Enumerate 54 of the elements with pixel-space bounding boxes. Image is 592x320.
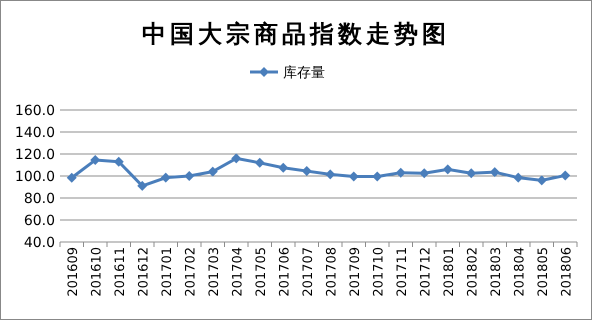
x-tick-label: 201705 (254, 247, 269, 297)
point (372, 172, 382, 182)
point (466, 168, 476, 178)
x-tick-label: 201701 (160, 247, 175, 297)
x-tick-label: 201710 (371, 247, 386, 297)
x-tick-label: 201708 (324, 247, 340, 297)
point (560, 170, 570, 180)
point (302, 166, 312, 176)
y-tick-label: 120.0 (14, 147, 55, 163)
x-tick-label: 201706 (277, 247, 292, 297)
x-tick-label: 201610 (89, 247, 104, 297)
point (490, 167, 500, 178)
x-tick-label: 201712 (418, 247, 434, 297)
legend-label: 库存量 (283, 65, 325, 81)
point (66, 172, 77, 183)
x-tick-label: 201802 (465, 247, 480, 297)
point (231, 153, 242, 164)
legend: 库存量 (250, 65, 325, 81)
point (208, 166, 218, 177)
y-tick-label: 80.0 (24, 191, 55, 207)
point (325, 169, 336, 180)
x-tick-label: 201711 (394, 247, 410, 297)
point (396, 168, 406, 178)
x-tick-label: 201702 (183, 247, 198, 297)
x-tick-label: 201805 (536, 247, 551, 297)
x-tick-label: 201709 (348, 247, 363, 297)
point (160, 172, 171, 183)
x-tick-label: 201803 (488, 247, 504, 297)
point (114, 156, 124, 167)
point (254, 158, 265, 168)
y-tick-label: 40.0 (24, 235, 55, 251)
y-tick-label: 100.0 (14, 169, 55, 185)
x-tick-label: 201612 (136, 247, 152, 297)
x-tick-label: 201707 (300, 247, 316, 297)
x-tick-label: 201704 (230, 247, 246, 297)
point (90, 155, 100, 166)
point (419, 168, 430, 178)
point (348, 172, 359, 182)
point (536, 175, 547, 186)
point (137, 180, 148, 191)
y-tick-label: 140.0 (14, 125, 55, 141)
x-tick-label: 201801 (442, 247, 457, 297)
x-tick-label: 201609 (66, 247, 81, 297)
point (442, 164, 453, 174)
y-tick-label: 160.0 (14, 103, 55, 119)
point (278, 162, 288, 173)
x-tick-label: 201806 (559, 247, 574, 297)
x-tick-label: 201804 (512, 247, 528, 297)
point (184, 171, 194, 181)
x-tick-label: 201611 (112, 247, 128, 297)
point (513, 172, 524, 183)
chart-title: 中国大宗商品指数走势图 (142, 19, 450, 48)
y-tick-label: 60.0 (24, 213, 55, 229)
x-tick-label: 201703 (206, 247, 222, 297)
